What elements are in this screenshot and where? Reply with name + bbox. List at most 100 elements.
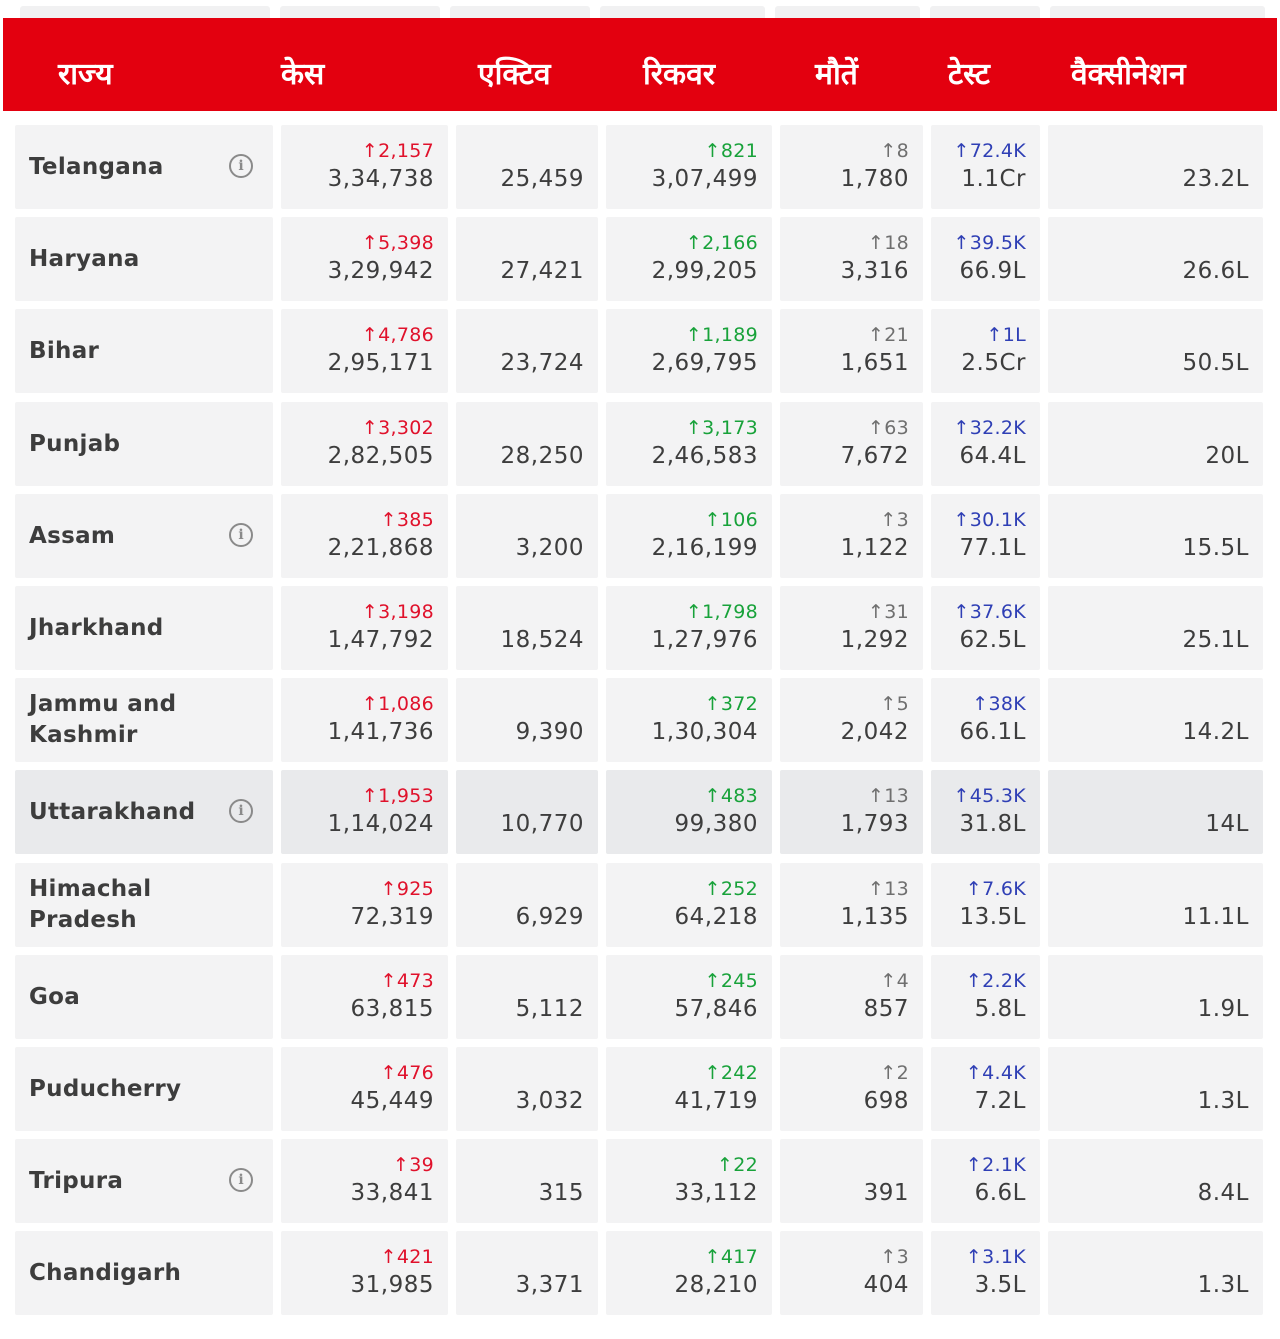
- tests-value: 6.6L: [974, 1180, 1026, 1206]
- table-row[interactable]: Telangana i ↑2,157 3,34,738 25,459 ↑821 3,07,4…: [0, 125, 1280, 209]
- cases-delta: ↑5,398: [361, 232, 434, 254]
- header-cases[interactable]: केस: [281, 57, 325, 92]
- deaths-value: 2,042: [840, 719, 909, 745]
- tests-delta: ↑7.6K: [965, 878, 1026, 900]
- state-name: Himachal Pradesh: [29, 876, 152, 933]
- active-value: 28,250: [500, 443, 584, 469]
- recovered-value: 2,16,199: [651, 535, 758, 561]
- state-cell: Himachal Pradesh: [15, 863, 273, 947]
- state-name: Assam: [29, 522, 116, 549]
- recovered-delta: ↑417: [704, 1246, 758, 1268]
- deaths-value: 1,793: [840, 811, 909, 837]
- cases-delta: ↑4,786: [361, 324, 434, 346]
- recovered-value: 57,846: [674, 996, 758, 1022]
- header-recovered[interactable]: रिकवर: [643, 57, 716, 92]
- info-icon[interactable]: i: [229, 799, 253, 823]
- cases-cell: ↑5,398 3,29,942: [281, 217, 448, 301]
- tests-cell: ↑30.1K 77.1L: [931, 494, 1040, 578]
- recovered-value: 28,210: [674, 1272, 758, 1298]
- tests-cell: ↑2.1K 6.6L: [931, 1139, 1040, 1223]
- deaths-cell: ↑8 1,780: [780, 125, 923, 209]
- deaths-delta: ↑5: [880, 693, 909, 715]
- vaccination-value: 1.9L: [1197, 996, 1249, 1022]
- state-cell: Bihar: [15, 309, 273, 393]
- tests-cell: ↑39.5K 66.9L: [931, 217, 1040, 301]
- cases-value: 1,41,736: [327, 719, 434, 745]
- table-row[interactable]: Chandigarh ↑421 31,985 3,371 ↑417 28,210 ↑3 404…: [0, 1231, 1280, 1315]
- tests-cell: ↑45.3K 31.8L: [931, 770, 1040, 854]
- tests-cell: ↑37.6K 62.5L: [931, 586, 1040, 670]
- deaths-cell: ↑13 1,135: [780, 863, 923, 947]
- active-cell: 3,032: [456, 1047, 598, 1131]
- cases-delta: ↑473: [380, 970, 434, 992]
- table-row[interactable]: Tripura i ↑39 33,841 315 ↑22 33,112 391 ↑2.1K 6.6…: [0, 1139, 1280, 1223]
- state-cell: Jharkhand: [15, 586, 273, 670]
- deaths-cell: ↑3 404: [780, 1231, 923, 1315]
- tests-value: 77.1L: [959, 535, 1026, 561]
- header-vaccination[interactable]: वैक्सीनेशन: [1071, 57, 1186, 92]
- recovered-value: 1,27,976: [651, 627, 758, 653]
- active-value: 315: [538, 1180, 584, 1206]
- cases-value: 2,82,505: [327, 443, 434, 469]
- table-row[interactable]: Uttarakhand i ↑1,953 1,14,024 10,770 ↑483 99,3…: [0, 770, 1280, 854]
- cases-cell: ↑476 45,449: [281, 1047, 448, 1131]
- cases-delta: ↑39: [393, 1154, 434, 1176]
- active-value: 3,371: [515, 1272, 584, 1298]
- tests-delta: ↑37.6K: [953, 601, 1026, 623]
- active-cell: 23,724: [456, 309, 598, 393]
- state-cell: Telangana i: [15, 125, 273, 209]
- active-value: 18,524: [500, 627, 584, 653]
- vaccination-value: 14L: [1205, 811, 1249, 837]
- cases-value: 31,985: [350, 1272, 434, 1298]
- cases-value: 1,47,792: [327, 627, 434, 653]
- deaths-delta: ↑13: [868, 878, 909, 900]
- vaccination-value: 14.2L: [1182, 719, 1249, 745]
- recovered-value: 41,719: [674, 1088, 758, 1114]
- deaths-cell: ↑31 1,292: [780, 586, 923, 670]
- recovered-delta: ↑2,166: [685, 232, 758, 254]
- deaths-delta: ↑13: [868, 785, 909, 807]
- cases-cell: ↑1,953 1,14,024: [281, 770, 448, 854]
- table-row[interactable]: Punjab ↑3,302 2,82,505 28,250 ↑3,173 2,46,583…: [0, 402, 1280, 486]
- header-tests[interactable]: टेस्ट: [948, 57, 990, 92]
- header-active[interactable]: एक्टिव: [478, 57, 551, 92]
- deaths-value: 3,316: [840, 258, 909, 284]
- tests-value: 62.5L: [959, 627, 1026, 653]
- table-row[interactable]: Himachal Pradesh ↑925 72,319 6,929 ↑252 64,21…: [0, 863, 1280, 947]
- table-row[interactable]: Jammu and Kashmir ↑1,086 1,41,736 9,390 ↑372…: [0, 678, 1280, 762]
- deaths-value: 1,292: [840, 627, 909, 653]
- tests-cell: ↑1L 2.5Cr: [931, 309, 1040, 393]
- cases-delta: ↑421: [380, 1246, 434, 1268]
- recovered-cell: ↑372 1,30,304: [606, 678, 772, 762]
- table-row[interactable]: Puducherry ↑476 45,449 3,032 ↑242 41,719 ↑2 698…: [0, 1047, 1280, 1131]
- deaths-delta: ↑2: [880, 1062, 909, 1084]
- table-row[interactable]: Jharkhand ↑3,198 1,47,792 18,524 ↑1,798 1,27,…: [0, 586, 1280, 670]
- table-row[interactable]: Goa ↑473 63,815 5,112 ↑245 57,846 ↑4 857 ↑2.2K 5.…: [0, 955, 1280, 1039]
- cases-value: 3,34,738: [327, 166, 434, 192]
- deaths-value: 857: [863, 996, 909, 1022]
- header-deaths[interactable]: मौतें: [815, 57, 858, 92]
- state-name: Goa: [29, 983, 81, 1010]
- cases-cell: ↑1,086 1,41,736: [281, 678, 448, 762]
- info-icon[interactable]: i: [229, 154, 253, 178]
- deaths-value: 391: [863, 1180, 909, 1206]
- tests-cell: ↑7.6K 13.5L: [931, 863, 1040, 947]
- deaths-delta: ↑3: [880, 509, 909, 531]
- tests-delta: ↑1L: [986, 324, 1026, 346]
- table-row[interactable]: Bihar ↑4,786 2,95,171 23,724 ↑1,189 2,69,795 ↑…: [0, 309, 1280, 393]
- tests-delta: ↑45.3K: [953, 785, 1026, 807]
- active-cell: 6,929: [456, 863, 598, 947]
- vaccination-value: 20L: [1205, 443, 1249, 469]
- header-state[interactable]: राज्य: [58, 57, 113, 92]
- deaths-cell: ↑13 1,793: [780, 770, 923, 854]
- vaccination-cell: 23.2L: [1048, 125, 1263, 209]
- table-row[interactable]: Haryana ↑5,398 3,29,942 27,421 ↑2,166 2,99,20…: [0, 217, 1280, 301]
- cases-delta: ↑1,086: [361, 693, 434, 715]
- state-name: Haryana: [29, 245, 140, 272]
- active-cell: 3,371: [456, 1231, 598, 1315]
- info-icon[interactable]: i: [229, 1168, 253, 1192]
- vaccination-value: 26.6L: [1182, 258, 1249, 284]
- info-icon[interactable]: i: [229, 523, 253, 547]
- table-row[interactable]: Assam i ↑385 2,21,868 3,200 ↑106 2,16,199 ↑3 1,1…: [0, 494, 1280, 578]
- cases-cell: ↑473 63,815: [281, 955, 448, 1039]
